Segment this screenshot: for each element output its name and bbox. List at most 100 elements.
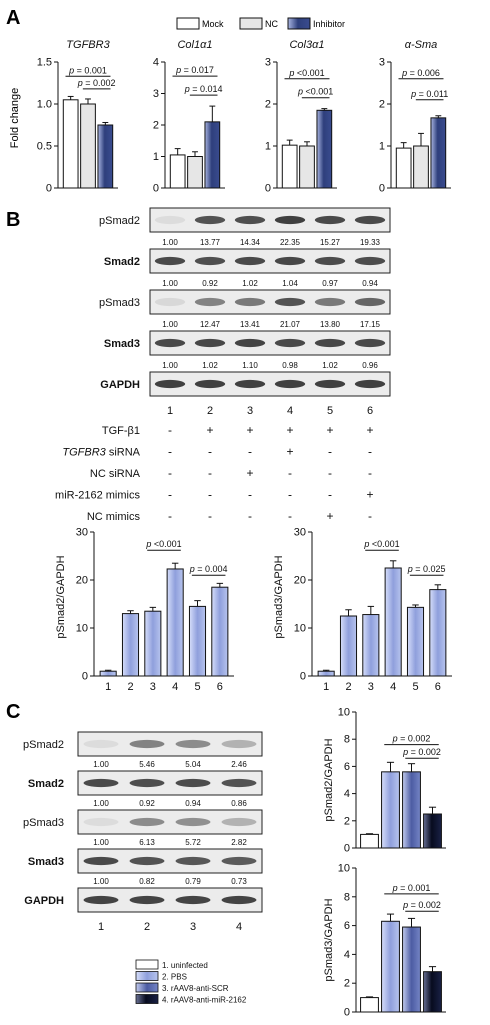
panel-b-conditions: TGF-β1 - + + + + + TGFBR3 siRNA - - - + - - NC siRNA - -… [55, 423, 373, 523]
chart: 0 2 4 6 8 10 p = 0.002 p = 0.002 [338, 707, 446, 855]
blot-smad2: Smad2 1.00 0.92 0.94 0.86 [28, 770, 263, 808]
blot-quant-value: 0.94 [362, 279, 378, 288]
condition-mark: - [208, 509, 212, 523]
blot-smad3: Smad3 1.00 0.82 0.79 0.73 [28, 848, 263, 886]
blot-band [175, 856, 211, 866]
blot-band [234, 215, 266, 225]
panel-a-legend: Mock NC Inhibitor [176, 17, 345, 30]
blot-quant-value: 1.02 [242, 279, 258, 288]
p-value-label: p <0.001 [363, 539, 399, 549]
blot-band [83, 856, 119, 866]
bar [99, 670, 117, 677]
blot-band [221, 817, 257, 827]
blot-quant-value: 17.15 [360, 320, 381, 329]
blot-band [234, 379, 266, 389]
blot-psmad2: pSmad2 1.00 13.77 14.34 22.35 15.27 19.33 [99, 207, 391, 247]
condition-mark: - [168, 423, 172, 437]
condition-mark: + [366, 423, 373, 437]
blot-band [354, 215, 386, 225]
p-value-label: p = 0.002 [402, 900, 441, 910]
blot-quant-value: 0.73 [231, 877, 247, 886]
blot-band [175, 739, 211, 749]
bar [413, 145, 429, 189]
blot-band [274, 256, 306, 266]
blot-band [314, 338, 346, 348]
blot-label: GAPDH [24, 895, 64, 907]
blot-quant-value: 0.79 [185, 877, 201, 886]
p-value-label: p = 0.006 [401, 68, 440, 78]
condition-mark: + [206, 423, 213, 437]
condition-mark: + [246, 466, 253, 480]
y-tick-label: 0 [265, 183, 271, 195]
chart: 0 10 20 30 1 2 3 4 5 6 p <0.001 p = 0.004 [76, 527, 234, 693]
blot-quant-value: 1.00 [93, 877, 109, 886]
legend-inhibitor-swatch [287, 17, 311, 30]
y-tick-label: 8 [344, 734, 350, 746]
condition-mark: - [168, 509, 172, 523]
bar [429, 589, 447, 677]
bar [188, 605, 207, 677]
blot-quant-value: 15.27 [320, 238, 341, 247]
blot-band [274, 379, 306, 389]
y-tick-label: 1.5 [37, 57, 52, 69]
p-value-label: p = 0.002 [77, 78, 116, 88]
legend-nc-label: NC [265, 19, 278, 29]
blot-quant-value: 1.00 [93, 799, 109, 808]
condition-mark: - [288, 488, 292, 502]
blot-psmad2: pSmad2 1.00 5.46 5.04 2.46 [23, 731, 263, 769]
bar [381, 771, 400, 849]
chart: 0 1 2 3 4 p = 0.017 p = 0.014 [153, 57, 225, 195]
legend-mock-label: Mock [202, 19, 224, 29]
p-value-label: p <0.001 [145, 539, 181, 549]
y-tick-label: 30 [294, 527, 306, 539]
bar [362, 614, 380, 677]
lane-number: 1 [167, 405, 173, 417]
chart-title: α-Sma [405, 39, 438, 51]
blot-band [354, 338, 386, 348]
blot-quant-value: 0.94 [185, 799, 201, 808]
condition-mark: - [248, 488, 252, 502]
y-tick-label: 4 [344, 949, 350, 961]
legend-label: 2. PBS [162, 973, 187, 982]
bar [211, 586, 229, 677]
blot-band [314, 215, 346, 225]
chart: 0 0.5 1.0 1.5 p = 0.001 p = 0.002 [37, 57, 118, 195]
blot-strip [149, 330, 391, 356]
chart-ylabel: pSmad2/GAPDH [323, 738, 335, 821]
blot-quant-value: 22.35 [280, 238, 301, 247]
bar [166, 568, 184, 677]
blot-quant-value: 19.33 [360, 238, 381, 247]
blot-band [354, 379, 386, 389]
blot-quant-value: 14.34 [240, 238, 261, 247]
blot-strip [149, 371, 391, 397]
blot-strip [149, 289, 391, 315]
blot-band [354, 256, 386, 266]
blot-quant-value: 0.92 [202, 279, 218, 288]
x-tick-label: 6 [435, 681, 441, 693]
p-value-label: p = 0.004 [189, 564, 228, 574]
blot-band [234, 338, 266, 348]
y-tick-label: 2 [265, 99, 271, 111]
blot-quant-value: 1.00 [93, 838, 109, 847]
blot-label: pSmad3 [99, 297, 140, 309]
blot-band [274, 297, 306, 307]
chart-title: TGFBR3 [66, 39, 110, 51]
x-tick-label: 4 [172, 681, 178, 693]
blot-quant-value: 1.04 [282, 279, 298, 288]
blot-quant-value: 0.92 [139, 799, 155, 808]
p-value-label: p = 0.017 [175, 65, 214, 75]
blot-smad3: Smad3 1.00 1.02 1.10 0.98 1.02 0.96 [104, 330, 391, 370]
blot-label: Smad2 [28, 778, 64, 790]
blot-label: Smad2 [104, 256, 140, 268]
bar [187, 156, 203, 189]
blot-quant-value: 13.80 [320, 320, 341, 329]
condition-label: TGFBR3 siRNA [62, 447, 140, 459]
blot-band [234, 297, 266, 307]
condition-mark: - [368, 466, 372, 480]
chart: 0 1 2 3 p <0.001 p <0.001 [265, 57, 337, 195]
blot-gapdh: GAPDH [100, 371, 391, 397]
bar [423, 813, 442, 849]
blot-band [175, 778, 211, 788]
blot-band [154, 297, 186, 307]
